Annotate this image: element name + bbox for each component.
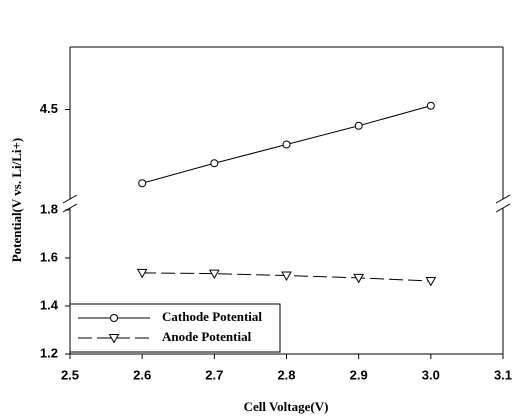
y-tick-label: 1.8 — [40, 201, 58, 216]
x-tick-label: 2.5 — [61, 367, 79, 382]
marker — [426, 101, 435, 110]
y-tick-label: 1.2 — [40, 345, 58, 360]
x-tick-label: 2.8 — [277, 367, 295, 382]
x-tick-label: 3.1 — [494, 367, 512, 382]
marker — [138, 179, 147, 188]
marker — [210, 159, 219, 168]
y-axis-label: Potential(V vs. Li/Li+) — [9, 138, 24, 263]
y-tick-label: 1.6 — [40, 249, 58, 264]
marker — [353, 273, 365, 284]
y-tick-label: 4.5 — [40, 101, 58, 116]
marker — [136, 268, 148, 279]
marker — [425, 277, 437, 287]
axis-break — [62, 194, 78, 204]
x-tick-label: 2.6 — [133, 367, 151, 382]
x-tick-label: 3.0 — [422, 367, 440, 382]
axis-break — [495, 203, 511, 213]
axis-break — [62, 203, 78, 213]
marker — [282, 140, 291, 149]
marker — [110, 314, 118, 322]
x-axis-label: Cell Voltage(V) — [244, 399, 329, 414]
y-tick-label: 1.4 — [40, 297, 59, 312]
legend-label: Anode Potential — [162, 329, 252, 344]
x-tick-label: 2.9 — [350, 367, 368, 382]
marker — [281, 271, 292, 282]
marker — [354, 121, 363, 130]
x-tick-label: 2.7 — [205, 367, 223, 382]
legend-box — [69, 303, 281, 353]
legend-label: Cathode Potential — [162, 309, 262, 324]
marker — [108, 334, 120, 344]
marker — [208, 269, 220, 280]
axis-break — [495, 194, 511, 204]
